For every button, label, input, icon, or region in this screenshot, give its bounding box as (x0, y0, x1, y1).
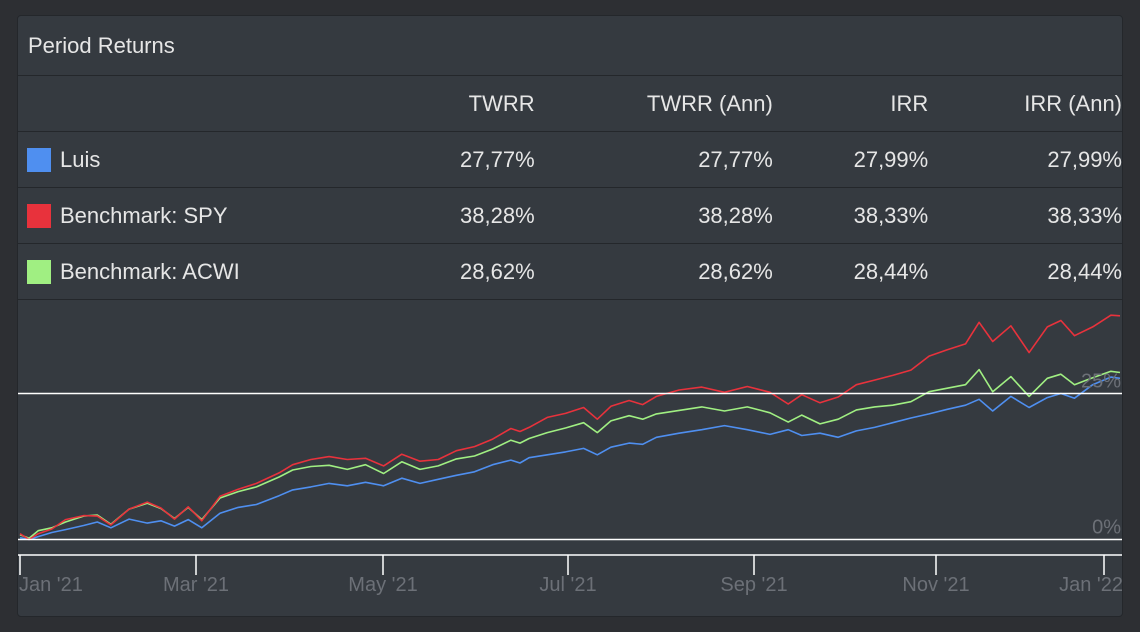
series-name: Luis (60, 146, 101, 172)
header-twrr-ann[interactable]: TWRR (Ann) (534, 76, 773, 132)
table-row[interactable]: Luis 27,77% 27,77% 27,99% 27,99% (18, 131, 1122, 188)
irr-ann-value: 28,44% (928, 243, 1122, 300)
y-axis-labels: 0% 25% (1081, 371, 1121, 539)
y-tick-label: 0% (1092, 517, 1121, 539)
header-irr-ann[interactable]: IRR (Ann) (928, 76, 1122, 132)
returns-chart[interactable]: 0% 25% Jan '21 Mar '21 May '21 Jul '21 Sep '2… (18, 300, 1123, 617)
twrr-value: 28,62% (361, 243, 535, 300)
returns-chart-svg[interactable]: 0% 25% Jan '21 Mar '21 May '21 Jul '21 Sep '2… (18, 300, 1123, 617)
series-color-swatch (27, 203, 51, 228)
series-name: Benchmark: ACWI (60, 258, 240, 284)
x-tick-label: Sep '21 (720, 574, 787, 596)
series-line-benchmark-acwi[interactable] (19, 368, 1121, 540)
series-color-swatch (27, 147, 51, 172)
x-tick-label: Jul '21 (539, 574, 596, 596)
y-tick-label: 25% (1081, 371, 1121, 393)
irr-value: 28,44% (772, 243, 929, 300)
header-irr[interactable]: IRR (772, 76, 929, 132)
series-layer (19, 314, 1121, 541)
series-line-luis[interactable] (19, 376, 1121, 541)
series-name-cell: Luis (18, 131, 362, 188)
period-returns-panel: Period Returns TWRR TWRR (Ann) IRR IRR (… (17, 15, 1123, 617)
table-row[interactable]: Benchmark: ACWI 28,62% 28,62% 28,44% 28,… (18, 243, 1122, 300)
series-line-benchmark-spy[interactable] (19, 314, 1121, 541)
irr-value: 38,33% (772, 187, 929, 244)
reference-lines (18, 392, 1122, 541)
series-color-swatch (27, 259, 51, 284)
table-row[interactable]: Benchmark: SPY 38,28% 38,28% 38,33% 38,3… (18, 187, 1122, 244)
twrr-ann-value: 27,77% (534, 131, 773, 188)
x-tick-label: Jan '22 (1059, 574, 1123, 596)
series-name-cell: Benchmark: SPY (18, 187, 362, 244)
series-name: Benchmark: SPY (60, 202, 228, 228)
twrr-ann-value: 28,62% (534, 243, 773, 300)
irr-ann-value: 38,33% (928, 187, 1122, 244)
table-header-row: TWRR TWRR (Ann) IRR IRR (Ann) (18, 76, 1122, 132)
panel-title: Period Returns (18, 16, 1122, 76)
x-tick-label: Jan '21 (19, 574, 83, 596)
x-tick-label: Mar '21 (163, 574, 229, 596)
x-axis: Jan '21 Mar '21 May '21 Jul '21 Sep '21 Nov '… (18, 554, 1123, 596)
header-name (18, 76, 362, 132)
irr-value: 27,99% (772, 131, 929, 188)
x-tick-label: Nov '21 (902, 574, 969, 596)
header-twrr[interactable]: TWRR (361, 76, 535, 132)
twrr-ann-value: 38,28% (534, 187, 773, 244)
x-tick-label: May '21 (348, 574, 417, 596)
irr-ann-value: 27,99% (928, 131, 1122, 188)
series-name-cell: Benchmark: ACWI (18, 243, 362, 300)
returns-table: TWRR TWRR (Ann) IRR IRR (Ann) Luis 27,77… (18, 76, 1122, 300)
twrr-value: 27,77% (361, 131, 535, 188)
twrr-value: 38,28% (361, 187, 535, 244)
